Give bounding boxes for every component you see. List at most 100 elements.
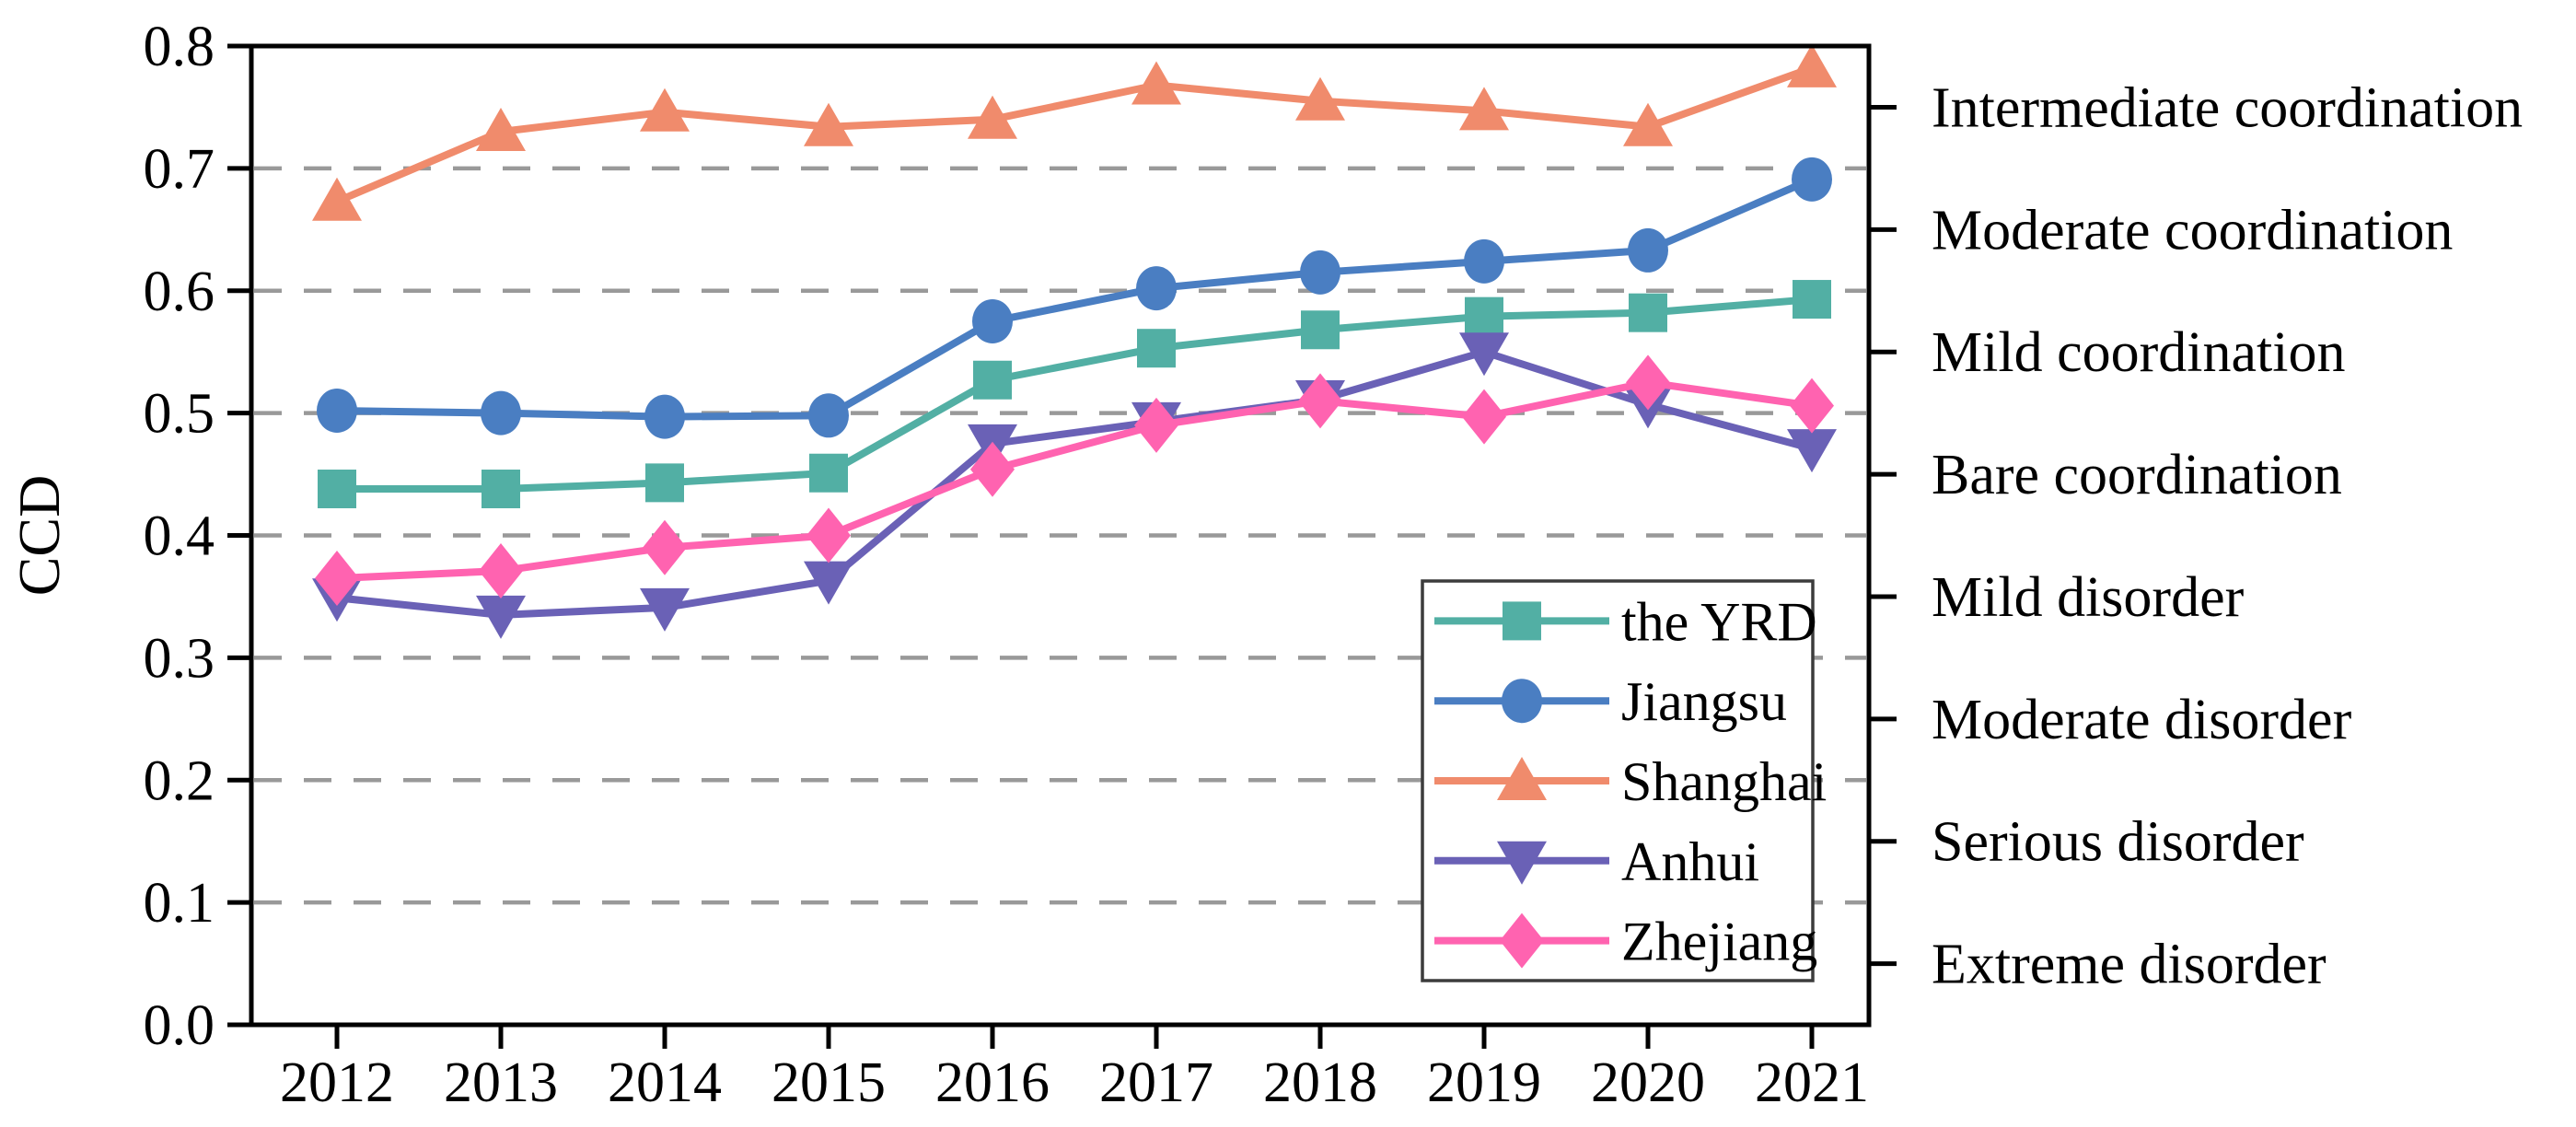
y-tick-label: 0.3 [144,627,215,690]
marker-circle [317,388,357,433]
marker-diamond [970,441,1015,497]
marker-triangle-up [312,177,362,221]
x-tick-label: 2018 [1263,1051,1377,1114]
marker-triangle-up [804,102,853,146]
right-axis-label: Mild coordination [1932,321,2345,384]
legend-label: the YRD [1621,591,1817,652]
marker-circle [481,390,521,436]
right-axis-label: Mild disorder [1932,566,2245,629]
marker-diamond [1298,373,1342,429]
marker-triangle-up [1787,43,1837,87]
y-tick-label: 0.4 [144,505,215,568]
legend-label: Anhui [1621,831,1759,892]
marker-square [1503,601,1541,641]
marker-diamond [806,507,851,564]
marker-triangle-down [476,595,526,639]
marker-diamond [1790,378,1834,434]
legend-item-zhejiang [1434,912,1609,969]
y-tick-label: 0.0 [144,994,215,1057]
y-tick-label: 0.6 [144,261,215,323]
marker-triangle-down [640,587,690,632]
marker-triangle-up [1623,102,1673,146]
marker-circle [1136,266,1177,311]
series-shanghai [312,43,1837,221]
marker-square [1465,296,1503,336]
marker-circle [1300,250,1340,295]
marker-square [1629,293,1667,332]
marker-diamond [315,551,359,607]
marker-triangle-down [1787,429,1837,473]
marker-square [482,470,520,509]
x-tick-label: 2020 [1591,1051,1705,1114]
y-tick-label: 0.5 [144,383,215,446]
marker-square [1301,310,1340,350]
marker-diamond [643,519,687,575]
legend-label: Zhejiang [1621,912,1817,972]
marker-diamond [1500,912,1544,969]
right-axis-label: Intermediate coordination [1932,76,2523,139]
legend-item-shanghai [1434,757,1609,800]
marker-circle [808,393,849,438]
series-the-yrd [318,280,1831,509]
right-axis-label: Serious disorder [1932,811,2304,874]
series-line [333,378,1816,583]
legend-item-the-yrd [1434,601,1609,641]
x-tick-label: 2014 [608,1051,722,1114]
series-line [333,348,1816,619]
series-line [333,175,1816,421]
legend-label: Jiangsu [1621,671,1787,732]
marker-triangle-up [1131,61,1181,105]
series-line [333,64,1816,205]
y-tick-label: 0.1 [144,872,215,935]
y-tick-label: 0.8 [144,16,215,78]
marker-square [973,360,1012,400]
x-tick-label: 2021 [1755,1051,1869,1114]
marker-triangle-up [640,87,690,132]
x-tick-label: 2012 [280,1051,394,1114]
marker-circle [972,298,1013,343]
right-axis-label: Moderate coordination [1932,199,2453,261]
series-jiangsu [317,157,1832,439]
marker-triangle-up [1295,76,1345,121]
x-tick-label: 2017 [1099,1051,1213,1114]
right-axis-label: Moderate disorder [1932,689,2352,751]
legend-label: Shanghai [1621,751,1827,812]
x-tick-label: 2019 [1427,1051,1541,1114]
marker-triangle-down [1497,841,1547,885]
marker-square [318,470,356,509]
marker-triangle-up [968,95,1017,139]
legend-item-jiangsu [1434,679,1609,724]
series-line [333,296,1816,494]
marker-circle [1628,227,1668,273]
right-axis-label: Bare coordination [1932,444,2342,506]
series-zhejiang [315,354,1834,607]
legend-item-anhui [1434,841,1609,885]
legend [1421,579,1815,982]
marker-circle [644,394,685,439]
marker-triangle-down [804,561,853,605]
marker-circle [1502,679,1542,724]
right-axis-label: Extreme disorder [1932,934,2327,996]
x-tick-label: 2015 [772,1051,886,1114]
marker-triangle-up [476,108,526,152]
marker-square [1137,329,1176,368]
ccd-axis-title: CCD [6,475,72,597]
marker-square [809,453,848,493]
marker-square [645,463,684,503]
marker-triangle-up [1497,757,1547,800]
marker-diamond [1462,389,1506,445]
y-tick-label: 0.2 [144,749,215,812]
marker-triangle-up [1459,87,1509,131]
marker-triangle-down [1459,332,1509,377]
x-tick-label: 2013 [444,1051,558,1114]
y-tick-label: 0.7 [144,138,215,201]
x-tick-label: 2016 [935,1051,1050,1114]
marker-diamond [479,543,523,599]
marker-circle [1464,238,1504,284]
marker-diamond [1626,354,1670,411]
marker-diamond [1134,397,1178,453]
marker-circle [1792,157,1832,202]
